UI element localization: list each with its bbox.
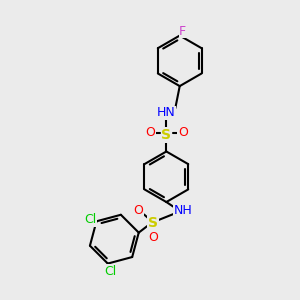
Text: O: O bbox=[178, 126, 188, 139]
Text: Cl: Cl bbox=[105, 265, 117, 278]
Text: S: S bbox=[161, 128, 171, 142]
Text: F: F bbox=[179, 25, 186, 38]
Text: S: S bbox=[148, 216, 158, 230]
Text: Cl: Cl bbox=[84, 213, 97, 226]
Text: HN: HN bbox=[157, 106, 176, 119]
Text: O: O bbox=[133, 204, 143, 218]
Text: NH: NH bbox=[173, 204, 192, 218]
Text: O: O bbox=[148, 231, 158, 244]
Text: O: O bbox=[145, 126, 155, 139]
